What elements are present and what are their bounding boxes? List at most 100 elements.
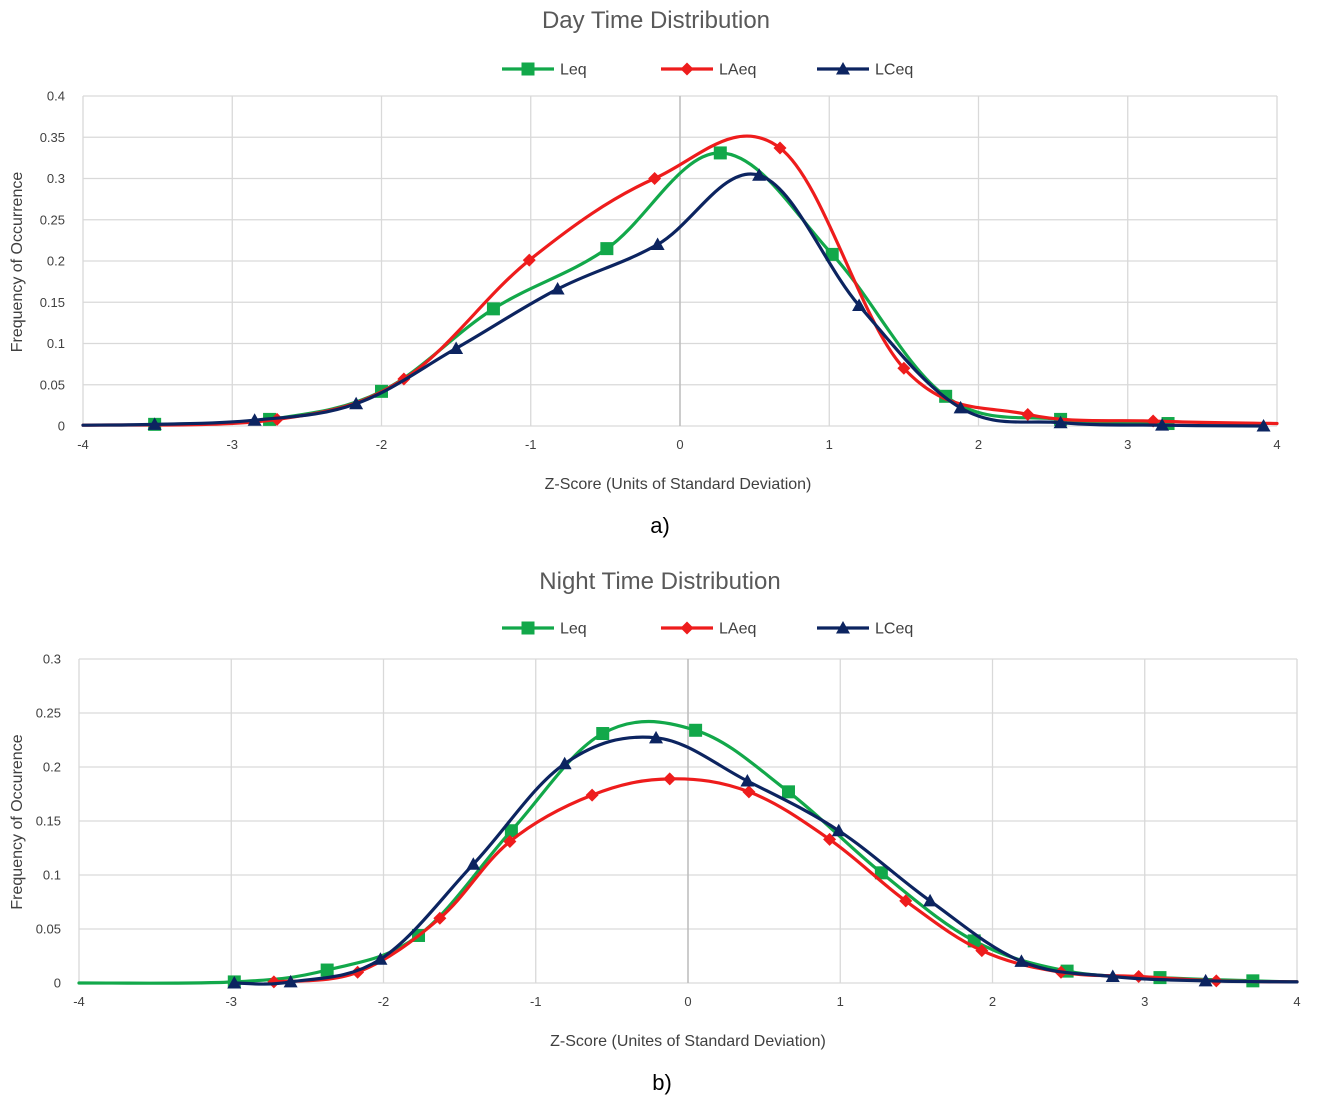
x-tick-label: -4	[73, 994, 85, 1009]
data-point-lceq	[227, 976, 242, 989]
gridlines	[82, 95, 1278, 427]
data-point-leq	[689, 723, 703, 737]
data-point-leq	[486, 302, 500, 316]
data-point-lceq	[1053, 415, 1068, 429]
y-tick-label: 0.25	[40, 212, 65, 227]
data-point-laeq	[503, 835, 517, 849]
series-group	[77, 719, 1299, 989]
x-tick-label: 3	[1141, 994, 1148, 1009]
x-tick-label: 2	[975, 437, 982, 452]
data-point-leq	[320, 963, 334, 977]
data-point-laeq	[773, 141, 787, 155]
data-point-lceq	[1014, 954, 1029, 967]
x-tick-label: 0	[684, 994, 691, 1009]
y-tick-label: 0.25	[36, 706, 61, 721]
x-tick-label: -2	[378, 994, 390, 1009]
x-tick-label: 4	[1293, 994, 1300, 1009]
data-point-laeq	[522, 253, 536, 267]
x-axis-label: Z-Score (Units of Standard Deviation)	[545, 476, 812, 493]
legend-label: LCeq	[875, 621, 913, 638]
y-tick-label: 0.3	[43, 652, 61, 667]
data-point-laeq	[742, 785, 756, 799]
legend-item-lceq: LCeq	[817, 621, 913, 638]
y-tick-label: 0.4	[47, 89, 65, 104]
legend-label: LAeq	[719, 62, 756, 79]
data-point-lceq	[1256, 419, 1271, 432]
legend-marker-laeq	[680, 621, 694, 635]
data-point-laeq	[648, 172, 662, 185]
series-laeq	[267, 772, 1299, 989]
y-axis-ticks: 0 0.05 0.1 0.15 0.2 0.25 0.3 0.35 0.4	[40, 89, 65, 434]
data-point-lceq	[752, 168, 767, 181]
legend-item-leq: Leq	[502, 621, 587, 638]
chart-legend: Leq LAeq LCeq	[502, 621, 913, 638]
day-time-chart: Day Time Distribution Leq LAeq LCeq 00.050…	[9, 7, 1281, 538]
data-point-leq	[600, 242, 614, 256]
y-tick-label: 0.1	[47, 336, 65, 351]
data-point-lceq	[1198, 973, 1213, 987]
legend-item-leq: Leq	[502, 62, 587, 79]
legend-item-lceq: LCeq	[817, 62, 913, 79]
data-point-laeq	[897, 361, 911, 375]
legend-marker-leq	[521, 62, 535, 76]
data-point-leq	[596, 727, 610, 741]
data-point-laeq	[585, 788, 599, 802]
y-axis-ticks: 0 0.05 0.1 0.15 0.2 0.25 0.3	[36, 652, 61, 991]
y-tick-label: 0.15	[36, 814, 61, 829]
data-point-laeq	[1132, 970, 1146, 984]
series-group	[81, 134, 1279, 432]
data-point-lceq	[923, 893, 938, 907]
y-tick-label: 0.1	[43, 868, 61, 883]
legend-marker-lceq	[836, 621, 850, 634]
data-point-lceq	[283, 974, 298, 988]
y-tick-label: 0.3	[47, 171, 65, 186]
data-point-lceq	[1105, 969, 1120, 983]
subfigure-caption: b)	[652, 1070, 672, 1095]
x-tick-label: 4	[1273, 437, 1280, 452]
data-point-laeq	[433, 911, 447, 925]
data-point-lceq	[349, 396, 364, 410]
y-axis-label: Frequency of Occurrence	[9, 172, 26, 353]
night-time-chart: Night Time Distribution Leq LAeq LCeq 0 0.0…	[9, 568, 1301, 1095]
series-leq	[148, 146, 1175, 431]
data-point-laeq	[663, 772, 677, 786]
series-line-leq	[153, 151, 1170, 426]
x-axis-ticks: -4 -3 -2 -1 0 1 2 3 4	[77, 437, 1280, 452]
legend-marker-leq	[521, 621, 535, 635]
x-tick-label: -4	[77, 437, 89, 452]
y-tick-label: 0.05	[36, 922, 61, 937]
legend-item-laeq: LAeq	[661, 621, 756, 638]
data-point-lceq	[649, 730, 664, 744]
data-point-laeq	[899, 894, 913, 908]
x-tick-label: -1	[525, 437, 537, 452]
data-point-lceq	[373, 952, 388, 965]
legend-label: Leq	[560, 621, 587, 638]
chart-legend: Leq LAeq LCeq	[502, 62, 913, 79]
data-point-lceq	[466, 857, 481, 870]
data-point-laeq	[975, 944, 989, 958]
gridlines	[78, 658, 1298, 984]
x-tick-label: 1	[826, 437, 833, 452]
y-tick-label: 0.2	[43, 760, 61, 775]
x-tick-label: 1	[837, 994, 844, 1009]
legend-marker-laeq	[680, 62, 694, 76]
x-tick-label: 2	[989, 994, 996, 1009]
x-axis-ticks: -4 -3 -2 -1 0 1 2 3 4	[73, 994, 1300, 1009]
data-point-leq	[713, 146, 727, 160]
x-tick-label: -3	[226, 437, 238, 452]
data-point-leq	[781, 785, 795, 799]
data-point-lceq	[1155, 418, 1170, 431]
x-tick-label: -3	[225, 994, 237, 1009]
x-axis-label: Z-Score (Unites of Standard Deviation)	[550, 1033, 826, 1050]
y-tick-label: 0	[54, 976, 61, 991]
y-tick-label: 0.35	[40, 130, 65, 145]
data-point-lceq	[449, 341, 464, 354]
data-point-leq	[504, 824, 518, 838]
series-line-laeq	[272, 777, 1299, 984]
legend-marker-lceq	[836, 62, 850, 75]
legend-label: Leq	[560, 62, 587, 79]
y-tick-label: 0.05	[40, 377, 65, 392]
x-tick-label: 3	[1124, 437, 1131, 452]
data-point-lceq	[650, 237, 665, 250]
chart-title: Day Time Distribution	[542, 7, 770, 34]
